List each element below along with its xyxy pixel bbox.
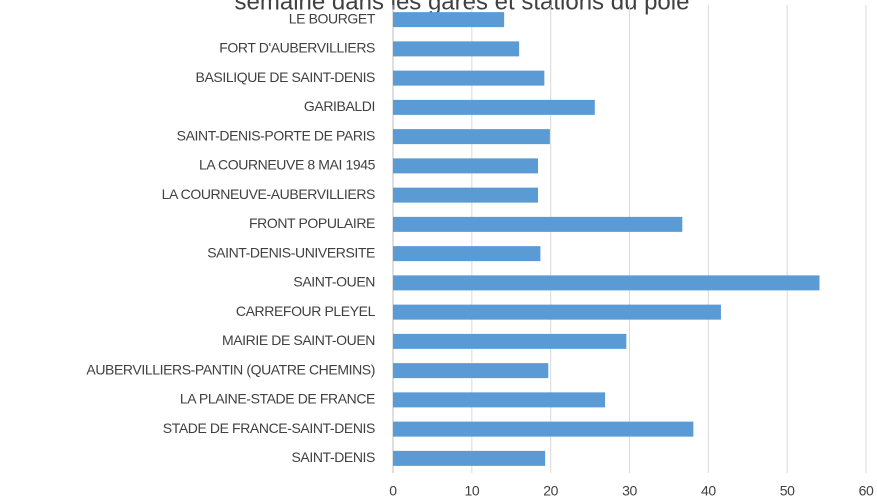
y-tick-label: FORT D'AUBERVILLIERS <box>219 40 375 56</box>
x-tick-label: 60 <box>859 483 874 499</box>
y-tick-label: BASILIQUE DE SAINT-DENIS <box>196 69 376 85</box>
x-tick-label: 40 <box>701 483 716 499</box>
bar <box>393 12 505 28</box>
bar <box>393 275 820 291</box>
bar <box>393 41 520 57</box>
bar <box>393 187 539 203</box>
y-tick-label: MAIRIE DE SAINT-OUEN <box>222 332 375 348</box>
y-tick-label: SAINT-DENIS <box>291 449 375 465</box>
x-tick-label: 20 <box>543 483 558 499</box>
y-tick-label: STADE DE FRANCE-SAINT-DENIS <box>163 420 375 436</box>
y-tick-label: GARIBALDI <box>304 98 375 114</box>
y-tick-label: LA COURNEUVE 8 MAI 1945 <box>199 157 376 173</box>
y-tick-label: LA PLAINE-STADE DE FRANCE <box>180 391 375 407</box>
bar <box>393 129 550 145</box>
bar <box>393 70 545 86</box>
bar <box>393 450 546 466</box>
y-tick-label: SAINT-DENIS-PORTE DE PARIS <box>177 127 375 143</box>
y-tick-label: LE BOURGET <box>289 10 376 26</box>
bar <box>393 99 595 115</box>
chart-title: semaine dans les gares et stations du po… <box>235 0 690 15</box>
bar <box>393 246 541 262</box>
y-tick-label: LA COURNEUVE-AUBERVILLIERS <box>162 186 375 202</box>
bar <box>393 363 549 379</box>
bar <box>393 392 606 408</box>
y-tick-label: FRONT POPULAIRE <box>249 215 375 231</box>
bar <box>393 421 694 437</box>
x-tick-label: 30 <box>622 483 637 499</box>
x-tick-label: 0 <box>389 483 397 499</box>
y-tick-label: CARREFOUR PLEYEL <box>236 303 376 319</box>
bar <box>393 304 721 320</box>
x-tick-label: 10 <box>464 483 479 499</box>
bar <box>393 216 683 232</box>
y-tick-label: AUBERVILLIERS-PANTIN (QUATRE CHEMINS) <box>86 361 375 377</box>
bar <box>393 333 627 349</box>
x-tick-label: 50 <box>780 483 795 499</box>
y-tick-label: SAINT-OUEN <box>293 274 375 290</box>
bar <box>393 158 539 174</box>
y-tick-label: SAINT-DENIS-UNIVERSITE <box>207 244 375 260</box>
